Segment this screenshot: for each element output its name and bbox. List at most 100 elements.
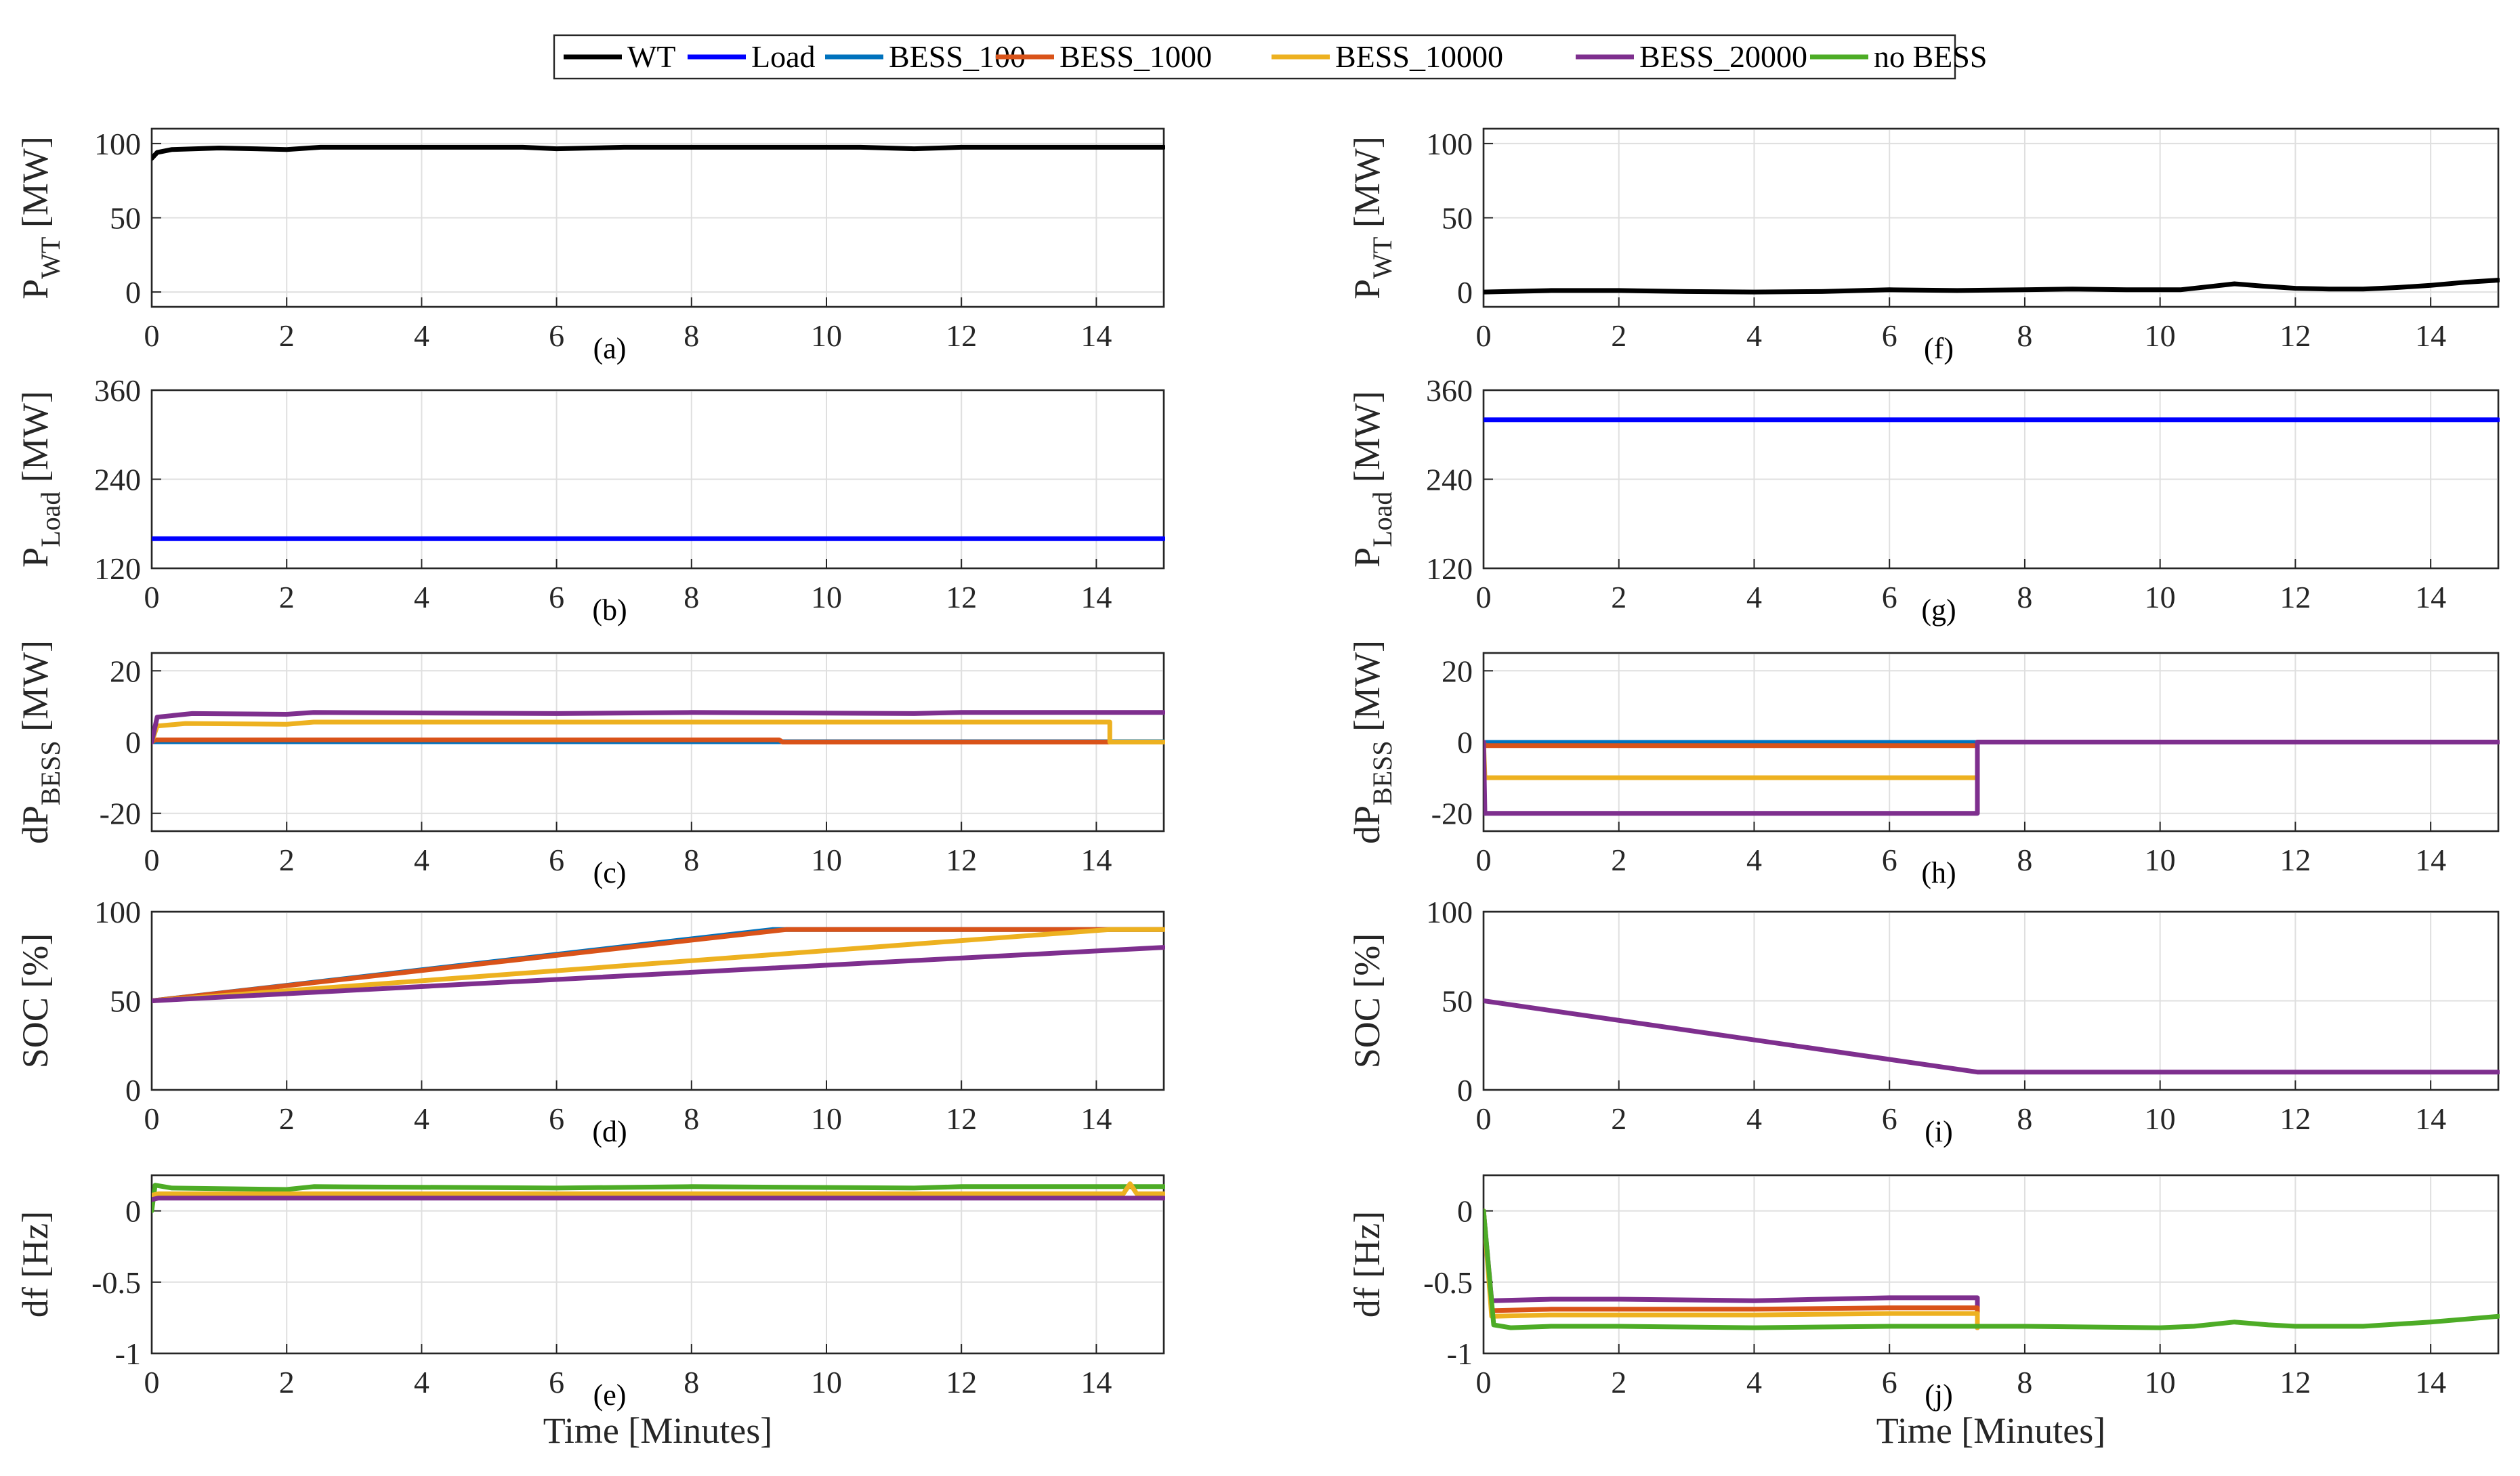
y-tick-label: -20: [100, 797, 141, 831]
panel-label-i: (i): [1925, 1115, 1953, 1148]
x-tick-label: 2: [1611, 1365, 1626, 1399]
x-tick-label: 10: [811, 318, 842, 353]
series-group-e: [152, 1181, 1165, 1214]
x-tick-label: 14: [2415, 1101, 2446, 1136]
x-tick-label: 2: [279, 1365, 295, 1399]
y-tick-label: 0: [125, 725, 141, 760]
y-tick-label: 0: [1457, 1073, 1473, 1108]
y-axis-label-c: dPBESS [MW]: [15, 640, 66, 844]
x-tick-label: 4: [414, 1365, 429, 1399]
x-tick-label: 12: [946, 580, 977, 614]
x-tick-label: 6: [549, 318, 564, 353]
panel-label-j: (j): [1925, 1378, 1953, 1412]
x-tick-label: 0: [144, 1101, 160, 1136]
x-tick-label: 4: [414, 580, 429, 614]
x-tick-label: 8: [2017, 580, 2032, 614]
legend-label-load: Load: [751, 39, 816, 74]
x-tick-label: 10: [811, 1365, 842, 1399]
y-axis-label-g: PLoad [MW]: [1347, 391, 1398, 568]
y-tick-label: 50: [1442, 201, 1473, 236]
y-tick-label: 0: [1457, 725, 1473, 760]
x-tick-label: 10: [2145, 843, 2176, 877]
panel-e: 0 2 4 6 8 10 12 14 -1 -0.5 0 df [Hz] (e)Time [Minute…: [15, 1174, 1165, 1451]
x-tick-label: 0: [1476, 1101, 1492, 1136]
plot-area-j: [1482, 1174, 2500, 1355]
x-tick-label: 2: [279, 580, 295, 614]
axis-box-b: [150, 389, 1165, 570]
x-tick-label: 2: [279, 318, 295, 353]
x-tick-label: 2: [1611, 843, 1626, 877]
plot-area-e: [150, 1174, 1165, 1355]
axis-box-a: [150, 127, 1165, 308]
series-line-e-nobess: [152, 1183, 1165, 1214]
legend: WT Load BESS_100 BESS_1000 BESS_10000 BESS_20…: [553, 34, 1987, 80]
x-tick-label: 14: [2415, 843, 2446, 877]
x-tick-label: 10: [2145, 1365, 2176, 1399]
y-tick-label: 100: [94, 127, 141, 161]
x-tick-label: 6: [1882, 843, 1897, 877]
series-line-a-wt: [152, 144, 1165, 161]
x-tick-label: 0: [144, 843, 160, 877]
x-tick-label: 14: [1080, 318, 1112, 353]
x-tick-label: 6: [549, 580, 564, 614]
x-tick-label: 14: [1080, 843, 1112, 877]
legend-label-nobess: no BESS: [1874, 39, 1987, 74]
axis-box-f: [1482, 127, 2500, 308]
x-tick-label: 4: [1746, 1365, 1762, 1399]
y-tick-label: 240: [94, 463, 141, 497]
panel-a: 0 2 4 6 8 10 12 14 0 50 100 PWT [MW] (a): [15, 127, 1165, 365]
x-tick-label: 4: [1746, 1101, 1762, 1136]
x-tick-label: 10: [811, 843, 842, 877]
y-tick-label: 20: [1442, 654, 1473, 688]
x-tick-label: 12: [946, 1365, 977, 1399]
x-tick-label: 14: [2415, 580, 2446, 614]
y-axis-label-j: df [Hz]: [1347, 1211, 1387, 1317]
x-tick-label: 4: [1746, 318, 1762, 353]
x-tick-label: 2: [1611, 580, 1626, 614]
axis-box-e: [150, 1174, 1165, 1355]
x-tick-label: 8: [684, 580, 699, 614]
x-tick-label: 14: [2415, 1365, 2446, 1399]
y-tick-label: 0: [1457, 275, 1473, 310]
series-line-i-bess_20000: [1484, 998, 2500, 1075]
y-tick-label: 240: [1426, 463, 1473, 497]
panel-label-e: (e): [593, 1378, 627, 1412]
series-line-c-bess_20000: [152, 710, 1165, 744]
x-tick-label: 6: [1882, 580, 1897, 614]
x-tick-label: 0: [1476, 580, 1492, 614]
y-tick-label: 100: [1426, 895, 1473, 929]
panel-f: 0 2 4 6 8 10 12 14 0 50 100 PWT [MW] (f): [1347, 127, 2500, 365]
y-tick-label: 100: [1426, 127, 1473, 161]
series-line-j-bess_20000: [1484, 1208, 1980, 1330]
x-tick-label: 10: [2145, 1101, 2176, 1136]
x-tick-label: 14: [1080, 1365, 1112, 1399]
series-line-d-bess_1000: [152, 927, 1165, 1003]
panel-label-b: (b): [592, 593, 627, 627]
x-tick-label: 12: [2280, 1101, 2311, 1136]
y-tick-label: 50: [110, 984, 141, 1019]
y-axis-label-f: PWT [MW]: [1347, 136, 1398, 299]
series-line-e-bess_20000: [152, 1196, 1165, 1202]
y-axis-label-a: PWT [MW]: [15, 136, 66, 299]
y-tick-label: 0: [125, 1194, 141, 1229]
legend-label-wt: WT: [627, 39, 676, 74]
x-tick-label: 12: [2280, 843, 2311, 877]
series-group-c: [152, 710, 1165, 744]
y-tick-label: 0: [1457, 1194, 1473, 1229]
y-tick-label: 100: [94, 895, 141, 929]
x-tick-label: 2: [1611, 1101, 1626, 1136]
x-tick-label: 6: [549, 1365, 564, 1399]
y-tick-label: -0.5: [1423, 1265, 1473, 1300]
y-tick-label: 360: [1426, 373, 1473, 408]
panel-label-f: (f): [1924, 332, 1954, 365]
series-group-f: [1484, 278, 2500, 295]
x-tick-label: 6: [1882, 1365, 1897, 1399]
series-group-h: [1484, 740, 2500, 816]
x-tick-label: 10: [2145, 318, 2176, 353]
x-tick-label: 14: [1080, 1101, 1112, 1136]
x-tick-label: 0: [144, 318, 160, 353]
x-tick-label: 6: [1882, 318, 1897, 353]
y-tick-label: -1: [1447, 1336, 1473, 1371]
